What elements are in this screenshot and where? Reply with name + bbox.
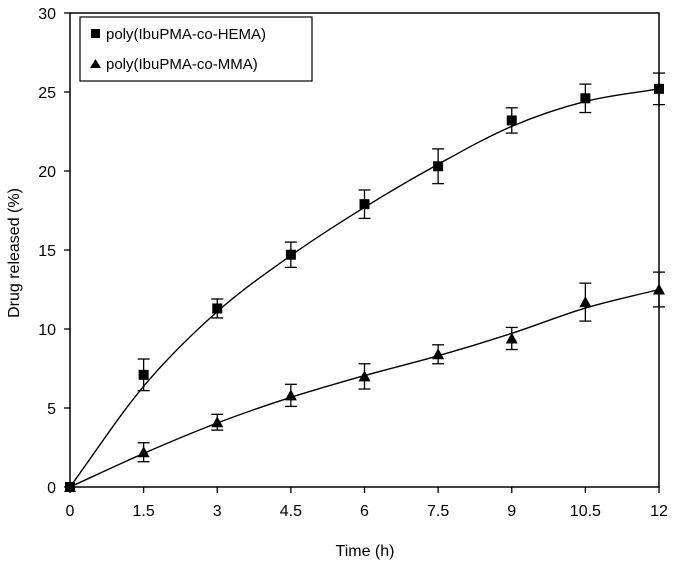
x-tick-label: 1.5 <box>133 503 155 520</box>
legend-marker-square <box>91 29 100 38</box>
y-tick-label: 5 <box>47 401 56 418</box>
data-point-hema <box>433 161 444 172</box>
x-tick-label: 9 <box>507 503 516 520</box>
data-point-hema <box>212 303 223 314</box>
y-tick-label: 0 <box>47 480 56 497</box>
data-point-mma <box>432 348 445 360</box>
y-axis-title: Drug released (%) <box>6 188 23 318</box>
x-tick-label: 4.5 <box>280 503 302 520</box>
data-point-hema <box>359 199 370 210</box>
x-axis-title: Time (h) <box>336 543 395 560</box>
y-tick-label: 20 <box>38 164 56 181</box>
y-tick-label: 10 <box>38 322 56 339</box>
legend-box <box>79 16 313 82</box>
data-points <box>64 72 665 492</box>
y-tick-label: 30 <box>38 6 56 23</box>
x-tick-label: 3 <box>213 503 222 520</box>
y-tick-label: 25 <box>38 85 56 102</box>
x-tick-label: 7.5 <box>427 503 449 520</box>
data-point-mma <box>211 416 224 428</box>
fit-curves <box>69 88 660 488</box>
data-point-hema <box>285 249 296 260</box>
legend-label-mma: poly(IbuPMA-co-MMA) <box>106 56 258 73</box>
data-point-mma <box>653 283 665 295</box>
data-point-hema <box>138 369 149 380</box>
fit-curve-hema <box>69 88 660 488</box>
legend-label-hema: poly(IbuPMA-co-HEMA) <box>106 26 266 43</box>
data-point-hema <box>654 83 664 94</box>
data-point-mma <box>579 296 592 308</box>
data-point-mma <box>284 389 297 401</box>
plot-area <box>69 12 660 488</box>
data-point-hema <box>580 93 591 104</box>
legend: poly(IbuPMA-co-HEMA) poly(IbuPMA-co-MMA) <box>79 16 313 82</box>
x-tick-label: 0 <box>66 503 75 520</box>
data-point-mma <box>64 481 76 492</box>
axes: 0 5 10 15 20 25 30 0 1.5 3 4.5 6 7.5 9 10.5 12 <box>38 6 668 520</box>
legend-marker-triangle <box>90 59 101 68</box>
x-tick-label: 6 <box>360 503 369 520</box>
plot-frame <box>69 12 660 488</box>
data-point-mma <box>137 446 150 458</box>
data-point-hema <box>506 115 517 126</box>
x-tick-label: 10.5 <box>570 503 601 520</box>
data-point-mma <box>358 370 371 382</box>
x-tick-label: 12 <box>650 503 668 520</box>
y-tick-label: 15 <box>38 243 56 260</box>
data-point-mma <box>505 332 518 344</box>
